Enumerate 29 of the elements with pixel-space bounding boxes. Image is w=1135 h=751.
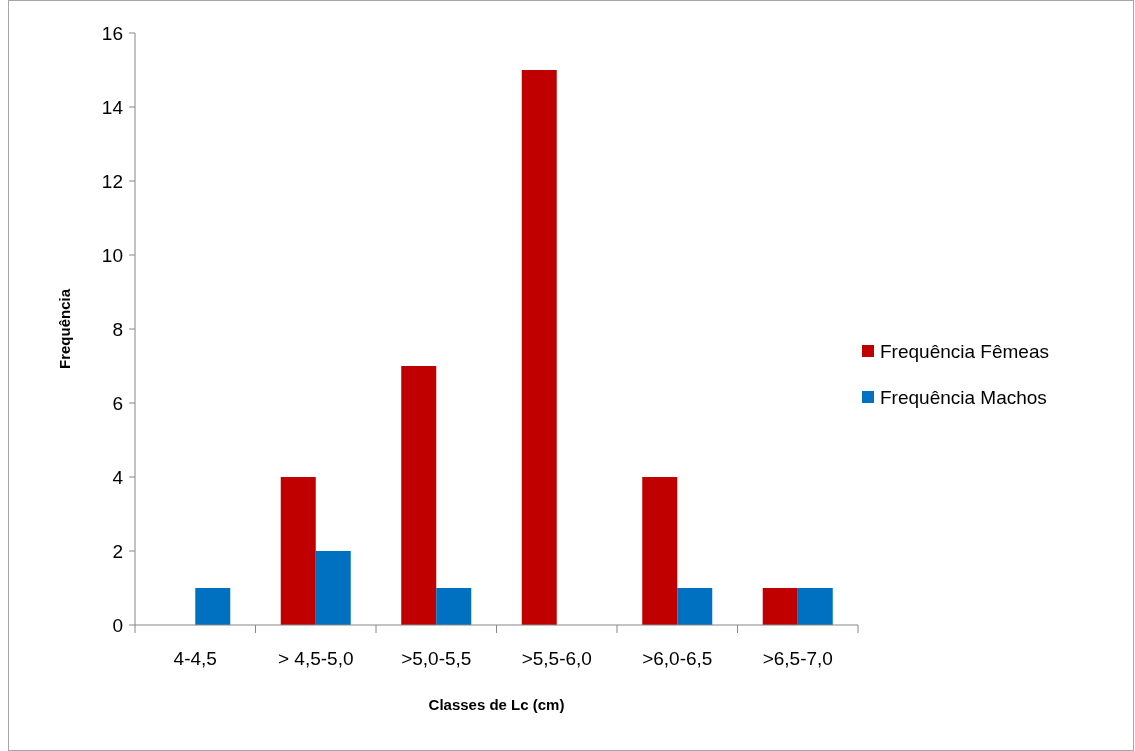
bar (401, 366, 437, 625)
bar (195, 588, 231, 625)
bar (762, 588, 798, 625)
bar (521, 70, 557, 625)
y-tick-label: 12 (101, 170, 123, 192)
y-tick-label: 16 (101, 22, 123, 44)
bar (642, 477, 678, 625)
x-tick-label: >6,5-7,0 (762, 648, 833, 669)
bar (315, 551, 351, 625)
bar (677, 588, 713, 625)
y-tick-label: 14 (101, 96, 124, 118)
x-axis-title: Classes de Lc (cm) (428, 696, 565, 713)
y-axis-title: Frequência (56, 288, 73, 370)
bar (436, 588, 472, 625)
y-tick-label: 0 (112, 614, 123, 636)
legend-label: Frequência Fêmeas (880, 340, 1049, 362)
x-tick-label: >6,0-6,5 (642, 648, 713, 669)
bar (797, 588, 833, 625)
y-tick-label: 6 (112, 392, 123, 414)
y-tick-label: 8 (112, 318, 123, 340)
legend-label: Frequência Machos (880, 386, 1047, 408)
x-tick-label: >5,0-5,5 (401, 648, 472, 669)
x-tick-label: 4-4,5 (173, 648, 217, 669)
x-tick-label: > 4,5-5,0 (277, 648, 354, 669)
y-tick-label: 4 (112, 466, 124, 488)
x-tick-label: >5,5-6,0 (521, 648, 592, 669)
bar (280, 477, 316, 625)
y-tick-label: 10 (101, 244, 123, 266)
y-tick-label: 2 (112, 540, 123, 562)
